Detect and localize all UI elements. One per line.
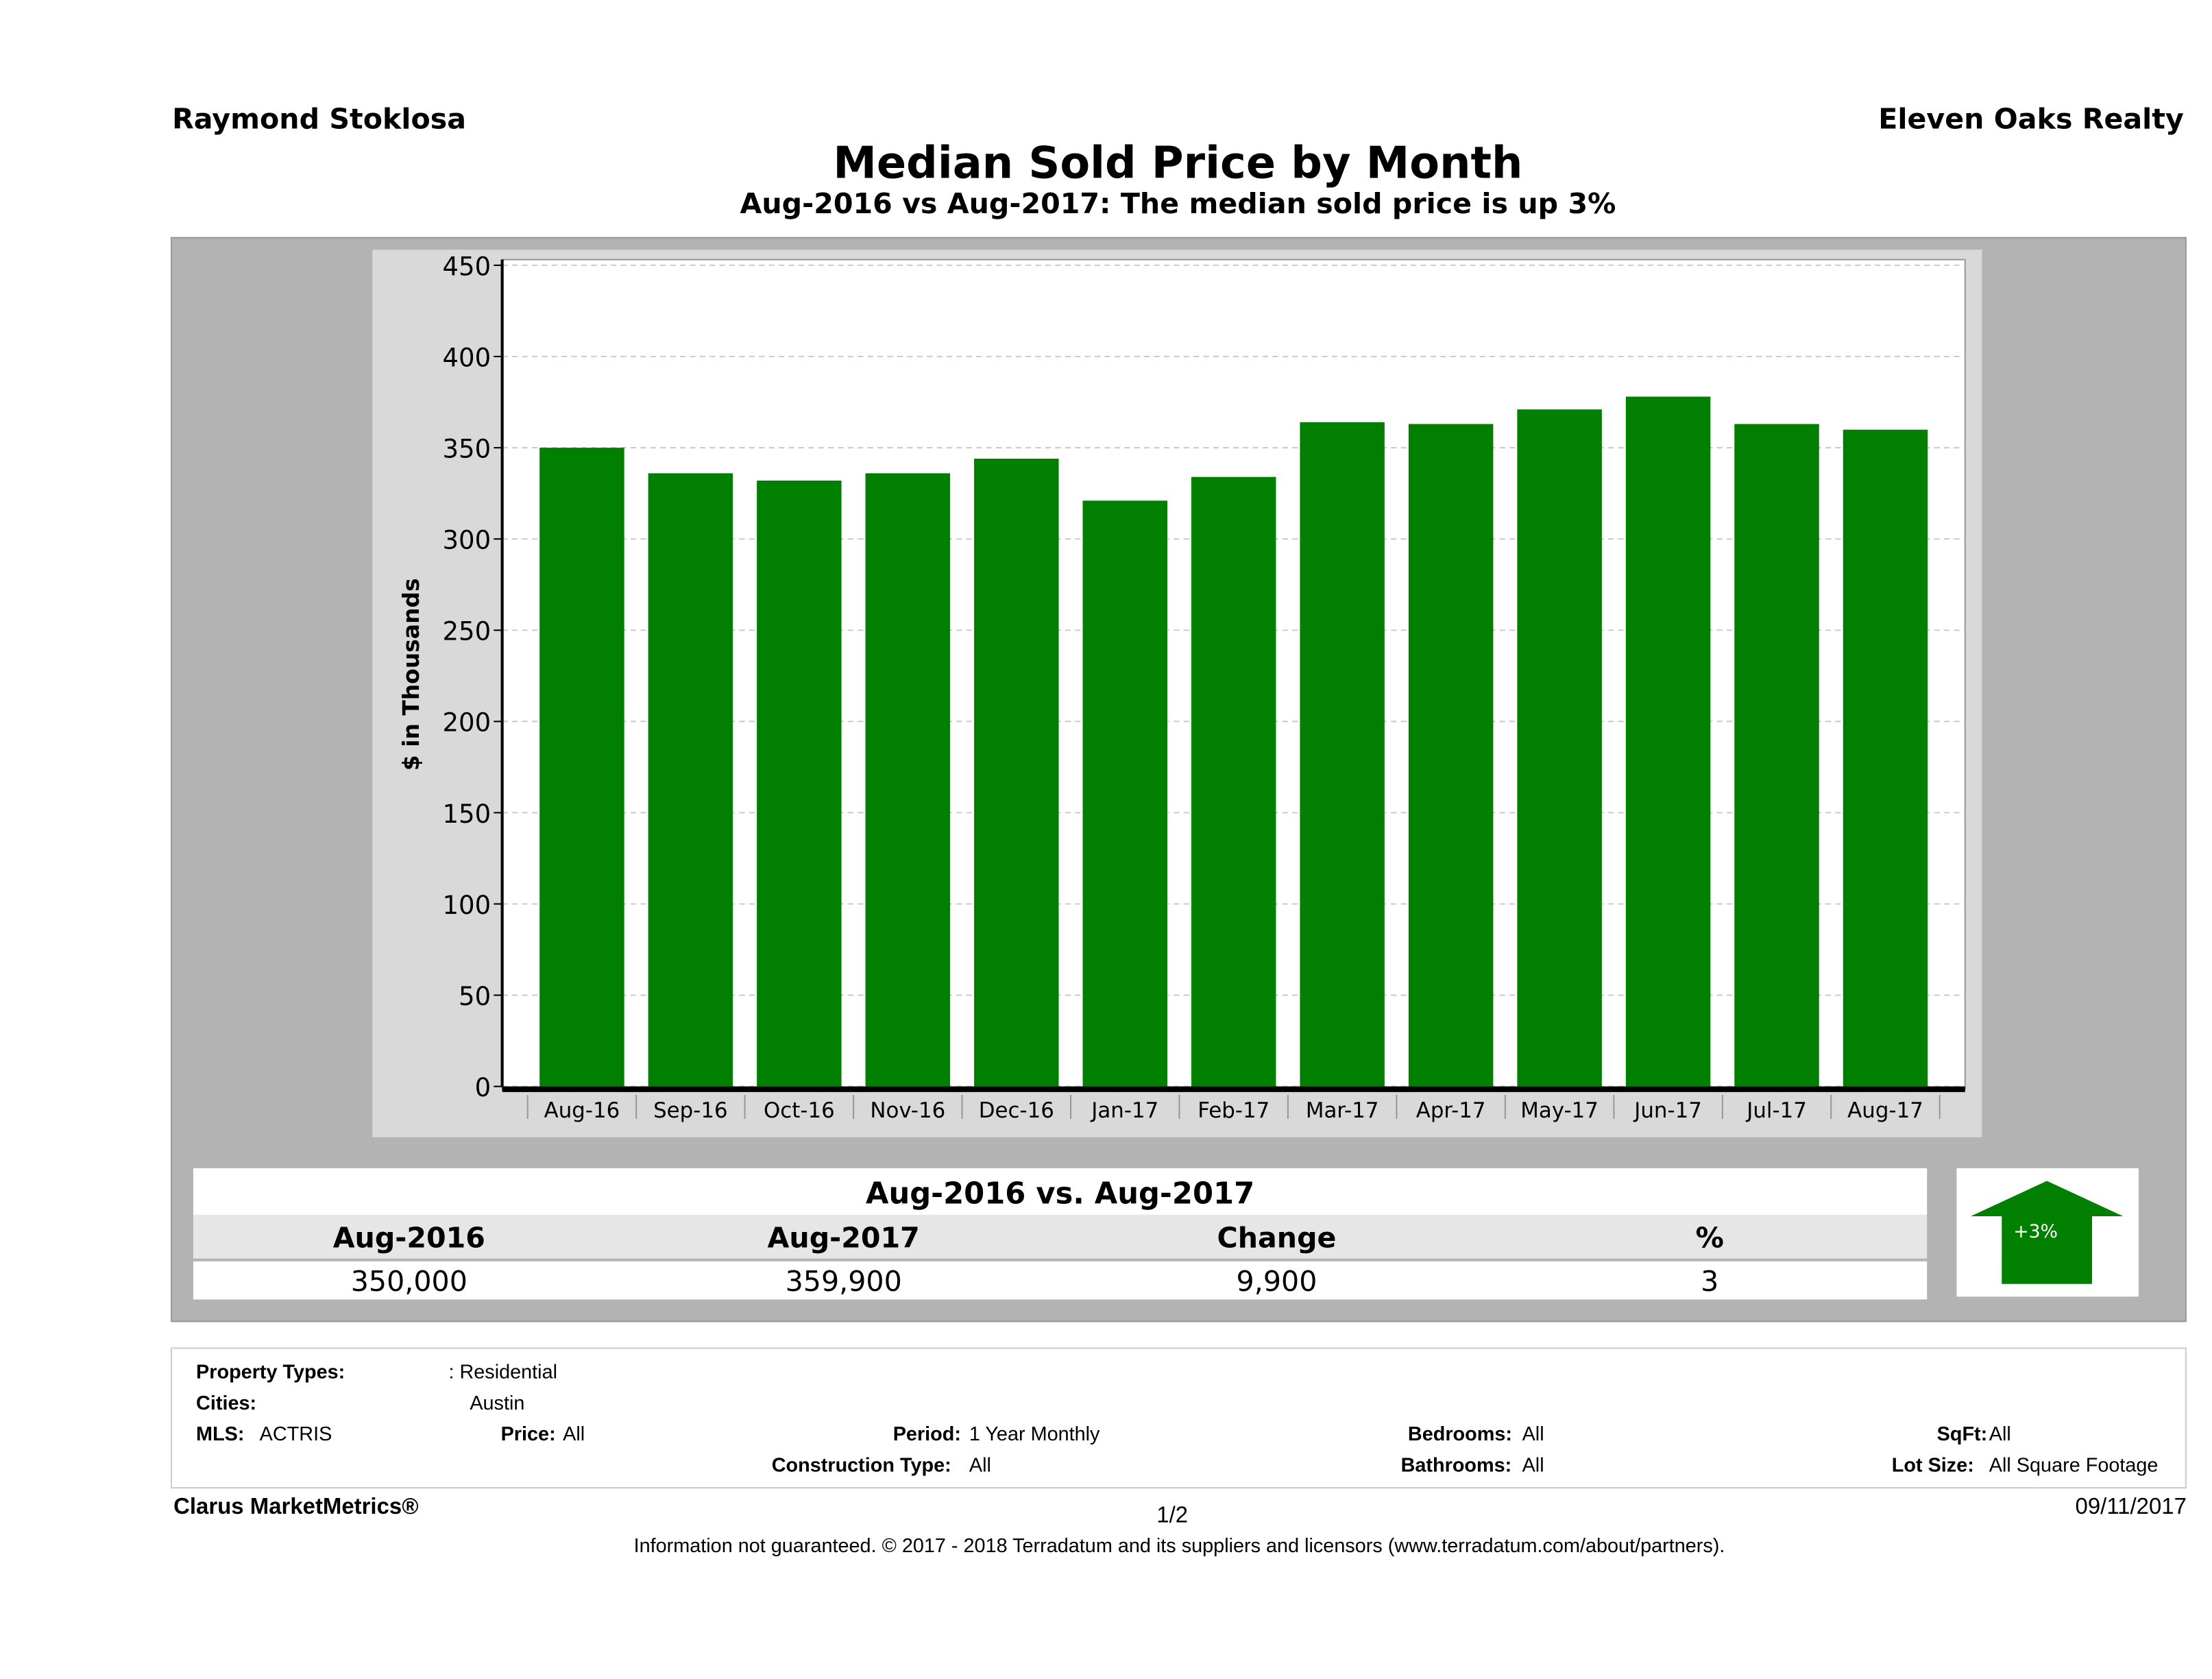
y-tick-label: 450 [442,252,491,281]
header-change: Change [1217,1220,1337,1255]
y-tick-label: 150 [442,799,491,829]
bar-Apr-17 [1408,424,1494,1087]
construction-label: Construction Type: [771,1453,951,1476]
x-tick-label: Sep-16 [653,1098,728,1123]
comparison-table: Aug-2016 vs. Aug-2017 Aug-2016 Aug-2017 … [193,1168,1928,1300]
y-tick-label: 0 [475,1073,491,1102]
lot-size-value: All Square Footage [1989,1453,2159,1476]
x-tick-label: Oct-16 [764,1098,835,1123]
period-label: Period: [892,1422,961,1445]
y-tick-label: 50 [459,982,491,1011]
period-value: 1 Year Monthly [969,1422,1100,1445]
mls-label: MLS: [196,1422,245,1445]
x-tick-label: Feb-17 [1198,1098,1269,1123]
chart-subtitle: Aug-2016 vs Aug-2017: The median sold pr… [740,186,1616,221]
x-tick-label: Dec-16 [979,1098,1054,1123]
sqft-value: All [1989,1422,2011,1445]
bar-Mar-17 [1300,422,1385,1087]
bedrooms-value: All [1522,1422,1544,1445]
bathrooms-label: Bathrooms: [1400,1453,1512,1476]
lot-size-label: Lot Size: [1891,1453,1974,1476]
disclaimer: Information not guaranteed. © 2017 - 201… [633,1534,1725,1556]
bar-Jun-17 [1625,396,1711,1087]
bar-Jan-17 [1082,500,1167,1087]
x-tick-label: Jan-17 [1090,1098,1158,1123]
filter-info: Property Types: : Residential Cities: Au… [171,1347,2187,1489]
y-tick-label: 200 [442,708,491,738]
bedrooms-label: Bedrooms: [1407,1422,1512,1445]
agent-name: Raymond Stoklosa [172,101,467,136]
construction-value: All [969,1453,991,1476]
value-aug-2016: 350,000 [350,1264,467,1298]
price-label: Price: [500,1422,556,1445]
company-name: Eleven Oaks Realty [1878,101,2184,136]
value-change: 9,900 [1236,1264,1317,1298]
value-aug-2017: 359,900 [785,1264,902,1298]
value-percent: 3 [1701,1264,1719,1298]
header-percent: % [1695,1220,1724,1255]
comparison-title: Aug-2016 vs. Aug-2017 [193,1168,1928,1215]
header-aug-2017: Aug-2017 [767,1220,920,1255]
x-tick-label: Aug-16 [544,1098,620,1123]
header-aug-2016: Aug-2016 [332,1220,485,1255]
bar-Feb-17 [1191,476,1276,1087]
y-tick-label: 400 [442,343,491,372]
bar-Jul-17 [1734,424,1819,1087]
y-axis-label: $ in Thousands [398,578,424,771]
badge-text: +3% [2013,1222,2058,1244]
y-tick-label: 350 [442,434,491,463]
x-tick-label: May-17 [1520,1098,1599,1123]
property-types-label: Property Types: [196,1360,345,1383]
mls-value: ACTRIS [259,1422,332,1445]
brand: Clarus MarketMetrics® [173,1495,419,1520]
bar-Oct-16 [757,480,842,1087]
chart-title: Median Sold Price by Month [833,138,1523,189]
y-tick-label: 100 [442,891,491,920]
price-value: All [563,1422,585,1445]
x-tick-label: Mar-17 [1306,1098,1379,1123]
x-tick-label: Aug-17 [1847,1098,1923,1123]
x-tick-label: Jun-17 [1633,1098,1702,1123]
bar-Sep-16 [648,473,733,1087]
y-tick-label: 250 [442,617,491,647]
bar-Nov-16 [865,473,951,1087]
bar-Aug-17 [1843,429,1928,1087]
bar-May-17 [1517,409,1602,1087]
bar-Aug-16 [539,448,624,1087]
report-date: 09/11/2017 [2075,1495,2187,1520]
y-tick-label: 300 [442,526,491,555]
page-number: 1/2 [1156,1503,1189,1528]
change-badge: +3% [1956,1168,2139,1297]
cities-label: Cities: [196,1391,257,1414]
x-tick-label: Jul-17 [1745,1098,1807,1123]
x-tick-label: Apr-17 [1416,1098,1486,1123]
property-types-value: : Residential [448,1360,558,1383]
bathrooms-value: All [1522,1453,1544,1476]
x-tick-label: Nov-16 [870,1098,945,1123]
up-arrow-icon [1971,1181,2124,1284]
cities-value: Austin [470,1391,525,1414]
sqft-label: SqFt: [1936,1422,1988,1445]
bar-Dec-16 [974,459,1059,1087]
